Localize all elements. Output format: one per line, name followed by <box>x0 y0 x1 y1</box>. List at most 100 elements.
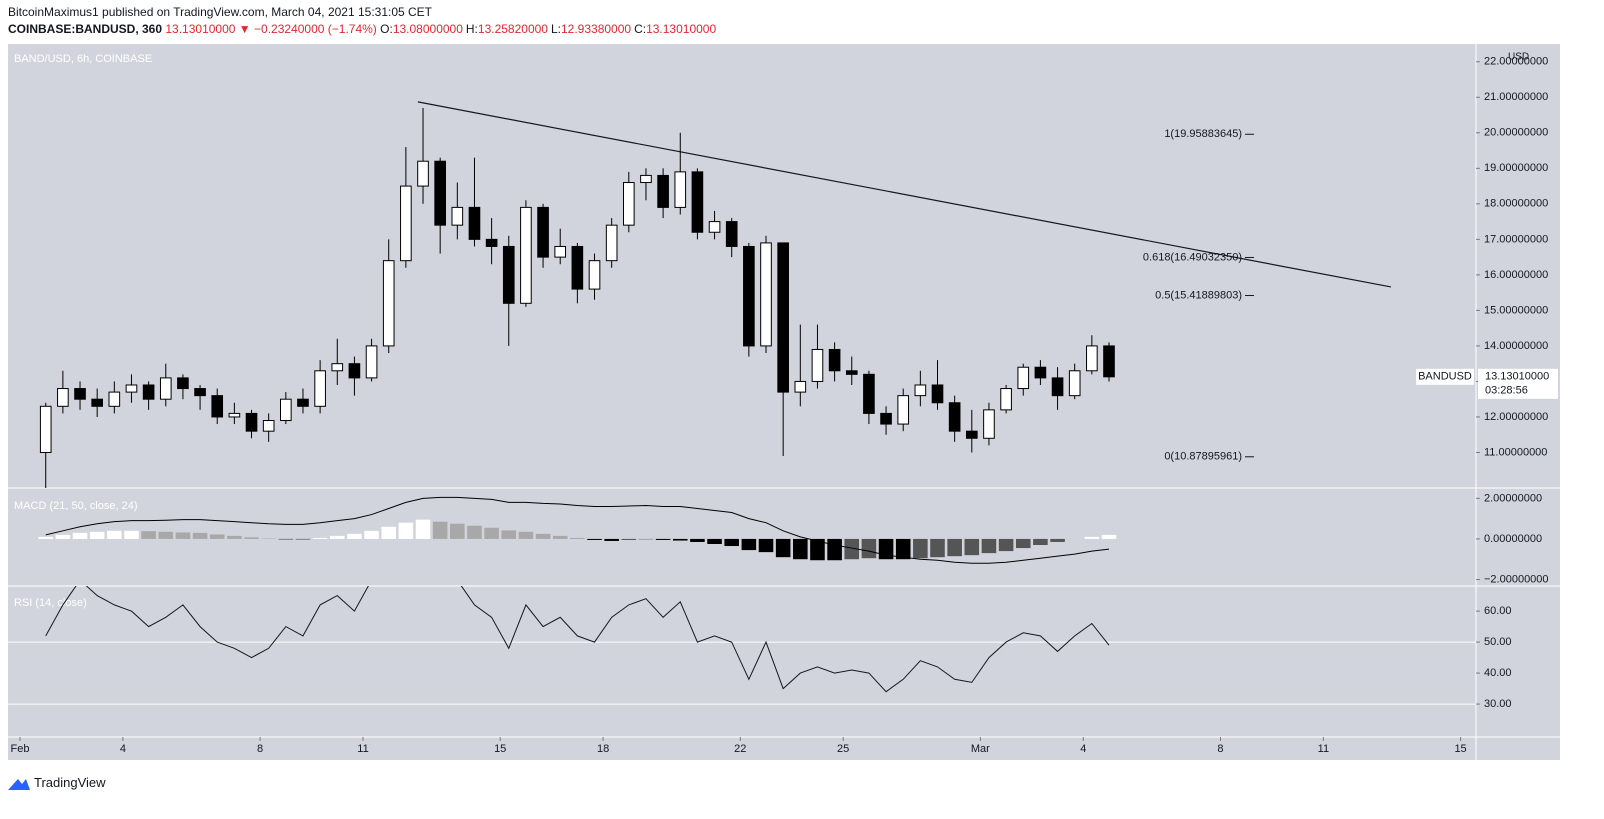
candle-body <box>965 430 978 439</box>
candle-body <box>622 182 635 226</box>
candle-body <box>794 380 807 393</box>
x-tick-label: Feb <box>11 743 30 755</box>
ohlc-key: O: <box>380 22 393 36</box>
footer: TradingView <box>34 775 106 790</box>
macd-histogram-bar <box>107 530 122 539</box>
candle-body <box>708 221 721 233</box>
macd-histogram-bar <box>124 530 139 539</box>
candle-body <box>863 373 875 414</box>
x-tick-label: 4 <box>1080 743 1086 755</box>
macd-histogram-bar <box>707 538 722 544</box>
candle-body <box>262 420 275 432</box>
y-tick-label: 18.00000000 <box>1484 198 1548 210</box>
macd-histogram-bar <box>844 538 860 560</box>
candle-body <box>382 260 395 347</box>
candle-body <box>554 245 567 258</box>
macd-histogram-bar <box>398 522 414 539</box>
macd-histogram-bar <box>947 538 962 557</box>
candle-body <box>1017 366 1030 390</box>
y-tick-label: 50.00 <box>1484 636 1512 648</box>
candle-body <box>983 409 995 439</box>
macd-histogram-bar <box>141 531 156 539</box>
macd-histogram-bar <box>672 538 688 541</box>
macd-histogram-bar <box>518 531 534 539</box>
ohlc-value: 13.25820000 <box>477 22 548 36</box>
candle-body <box>845 370 858 375</box>
candle-body <box>1068 370 1081 397</box>
macd-histogram-bar <box>158 531 174 539</box>
ohlc-key: L: <box>550 22 561 36</box>
macd-histogram-bar <box>810 538 825 561</box>
y-tick-label: 11.00000000 <box>1484 446 1547 458</box>
macd-histogram-bar <box>192 532 208 539</box>
x-tick-label: 25 <box>837 743 849 755</box>
macd-histogram-bar <box>450 523 465 539</box>
macd-histogram-bar <box>1015 538 1031 549</box>
candle-body <box>142 384 155 400</box>
pane: 1(19.95883645) 0.618(16.49032350) 0.5(15.4… <box>39 101 1392 488</box>
ohlc-key: C: <box>634 22 647 36</box>
macd-histogram-bar <box>895 538 911 560</box>
y-tick-label: −2.00000000 <box>1484 573 1549 585</box>
candle-body <box>228 412 241 418</box>
y-tick-label: 19.00000000 <box>1484 162 1548 174</box>
macd-histogram-bar <box>604 538 619 541</box>
macd-histogram-bar <box>329 535 345 539</box>
macd-histogram-bar <box>415 519 431 539</box>
pane <box>8 586 1476 705</box>
macd-histogram-bar <box>312 537 328 539</box>
change: −0.23240000 (−1.74%) <box>254 22 377 36</box>
macd-histogram-bar <box>861 538 877 559</box>
y-tick-label: 60.00 <box>1484 605 1512 617</box>
candle-body <box>125 384 138 393</box>
unit-label: USD <box>1508 52 1529 63</box>
macd-histogram-bar <box>89 531 105 539</box>
macd-histogram-bar <box>209 534 225 539</box>
x-tick-label: 22 <box>734 743 746 755</box>
candle-body <box>297 398 309 407</box>
y-tick-label: 16.00000000 <box>1484 269 1548 281</box>
price-tag-value-box <box>1478 368 1558 399</box>
macd-histogram-bar <box>827 538 842 561</box>
candle-body <box>417 160 429 187</box>
candle-body <box>657 174 669 208</box>
x-tick-label: Mar <box>971 743 990 755</box>
macd-histogram-bar <box>741 538 757 551</box>
pane <box>38 496 1117 564</box>
candle-body <box>39 405 52 453</box>
macd-histogram-bar <box>1101 534 1117 539</box>
candle-body <box>91 398 103 407</box>
macd-histogram-bar <box>930 538 945 558</box>
candle-body <box>880 412 892 425</box>
macd-histogram-bar <box>535 533 551 539</box>
y-tick-label: 15.00000000 <box>1484 304 1548 316</box>
rsi-line <box>45 586 1110 693</box>
macd-histogram-bar <box>244 537 259 539</box>
pane-title: BAND/USD, 6h, COINBASE <box>14 53 152 65</box>
candle-body <box>1000 388 1012 411</box>
last-price: 13.13010000 <box>165 22 236 36</box>
candle-body <box>74 388 86 400</box>
x-tick-label: 8 <box>1217 743 1223 755</box>
candle-body <box>400 185 412 262</box>
macd-histogram-bar <box>655 538 671 540</box>
y-tick-label: 21.00000000 <box>1484 91 1548 103</box>
pane-title: RSI (14, close) <box>14 597 87 609</box>
macd-histogram-bar <box>913 538 928 559</box>
ohlc-key: H: <box>465 22 478 36</box>
macd-histogram-bar <box>724 538 739 547</box>
symbol-line: COINBASE:BANDUSD, 360 13.13010000 ▼ −0.2… <box>8 21 719 38</box>
candle-body <box>828 348 841 372</box>
candle-body <box>760 242 772 347</box>
macd-histogram-bar <box>484 527 499 539</box>
macd-histogram-bar <box>758 538 774 553</box>
x-tick-label: 15 <box>1454 743 1466 755</box>
macd-histogram-bar <box>964 538 980 556</box>
pane-title: MACD (21, 50, close, 24) <box>14 500 138 512</box>
price-tag-price: 13.13010000 <box>1485 371 1549 383</box>
tv-logo <box>8 779 30 790</box>
macd-histogram-bar <box>72 532 88 539</box>
candle-body <box>348 363 361 379</box>
